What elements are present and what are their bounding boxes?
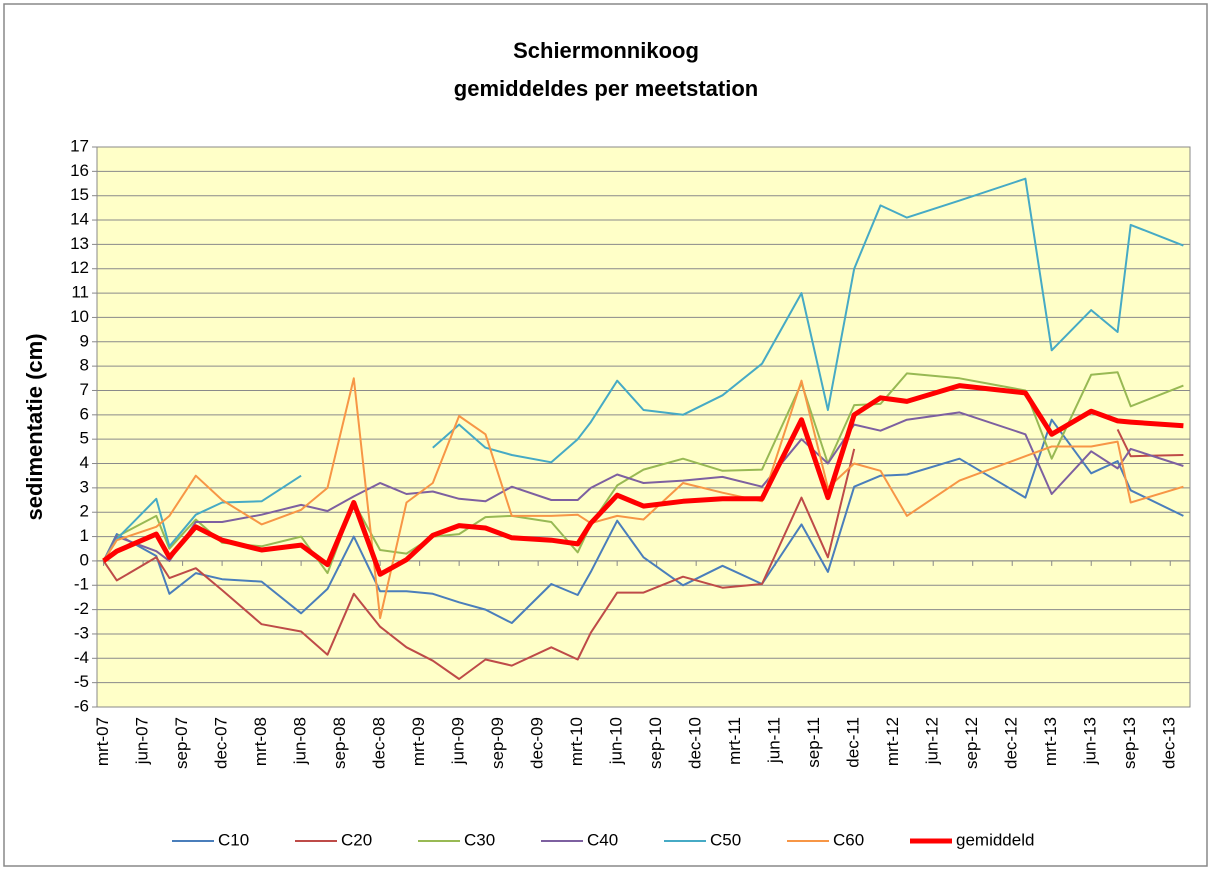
plot-border xyxy=(96,146,1191,708)
y-tick-label: -1 xyxy=(74,575,89,594)
y-tick-label: -5 xyxy=(74,672,89,691)
series-line xyxy=(102,418,1184,624)
x-tick-label: dec-07 xyxy=(212,717,231,769)
x-tick-label: mrt-12 xyxy=(883,717,902,766)
legend-label: C50 xyxy=(710,830,741,849)
series-line xyxy=(102,383,1184,577)
x-tick-label: sep-09 xyxy=(488,717,507,769)
y-tick-label: 13 xyxy=(70,234,89,253)
x-tick-label: mrt-07 xyxy=(93,717,112,766)
y-tick-label: 16 xyxy=(70,161,89,180)
y-tick-label: 10 xyxy=(70,307,89,326)
y-tick-label: 14 xyxy=(70,210,89,229)
legend-label: C20 xyxy=(341,830,372,849)
legend-label: C40 xyxy=(587,830,618,849)
plot-area xyxy=(97,147,1190,707)
series-line xyxy=(102,371,1184,575)
x-tick-label: jun-12 xyxy=(923,717,942,765)
y-tick-label: 4 xyxy=(80,453,89,472)
series-line xyxy=(102,428,1184,680)
x-tick-label: dec-11 xyxy=(844,717,863,768)
y-tick-label: -6 xyxy=(74,696,89,715)
y-tick-label: -2 xyxy=(74,599,89,618)
x-tick-label: dec-08 xyxy=(370,717,389,769)
x-tick-label: sep-11 xyxy=(804,717,823,768)
x-tick-label: sep-12 xyxy=(962,717,981,769)
series-line xyxy=(102,377,1184,620)
y-axis-label: sedimentatie (cm) xyxy=(22,333,47,520)
x-tick-label: mrt-08 xyxy=(251,717,270,766)
legend-label: C30 xyxy=(464,830,495,849)
y-tick-label: 5 xyxy=(80,429,89,448)
x-tick-label: sep-07 xyxy=(172,717,191,769)
y-tick-label: 9 xyxy=(80,331,89,350)
chart-subtitle: gemiddeldes per meetstation xyxy=(454,76,758,101)
x-tick-label: dec-10 xyxy=(686,717,705,769)
y-tick-label: 1 xyxy=(80,526,89,545)
x-tick-label: jun-09 xyxy=(449,717,468,765)
y-tick-label: 0 xyxy=(80,550,89,569)
legend-label: C60 xyxy=(833,830,864,849)
y-tick-label: 15 xyxy=(70,185,89,204)
legend-label: gemiddeld xyxy=(956,830,1034,849)
x-tick-label: jun-10 xyxy=(607,717,626,765)
x-tick-label: jun-11 xyxy=(765,717,784,764)
x-tick-label: jun-08 xyxy=(291,717,310,765)
x-tick-label: dec-12 xyxy=(1002,717,1021,769)
y-tick-label: -3 xyxy=(74,623,89,642)
y-tick-label: 3 xyxy=(80,477,89,496)
x-tick-label: mrt-10 xyxy=(567,717,586,766)
x-tick-label: mrt-11 xyxy=(725,717,744,765)
legend-label: C10 xyxy=(218,830,249,849)
series-line xyxy=(102,177,1184,562)
y-tick-label: 6 xyxy=(80,404,89,423)
x-tick-label: mrt-09 xyxy=(409,717,428,766)
x-tick-label: sep-13 xyxy=(1120,717,1139,769)
x-tick-label: jun-07 xyxy=(133,717,152,765)
chart-title: Schiermonnikoog xyxy=(513,38,699,63)
y-tick-label: 2 xyxy=(80,502,89,521)
y-tick-label: 11 xyxy=(71,283,89,302)
y-tick-label: 7 xyxy=(80,380,89,399)
y-tick-label: 8 xyxy=(80,356,89,375)
x-tick-label: dec-13 xyxy=(1160,717,1179,769)
x-tick-label: dec-09 xyxy=(528,717,547,769)
series-line xyxy=(102,411,1184,562)
y-tick-label: 17 xyxy=(70,136,89,155)
x-tick-label: jun-13 xyxy=(1081,717,1100,765)
x-tick-label: sep-10 xyxy=(646,717,665,769)
x-tick-label: mrt-13 xyxy=(1041,717,1060,766)
x-tick-label: sep-08 xyxy=(330,717,349,769)
y-tick-label: 12 xyxy=(70,258,89,277)
y-tick-label: -4 xyxy=(74,648,89,667)
